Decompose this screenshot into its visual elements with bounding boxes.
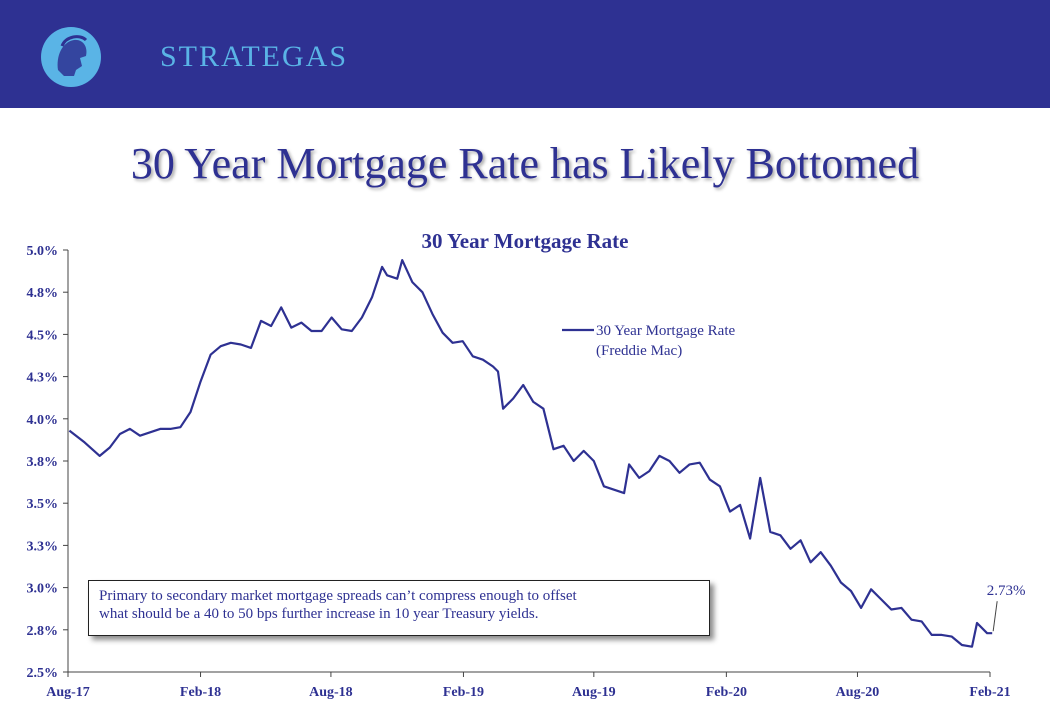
y-tick-label: 2.5% (27, 666, 59, 681)
x-tick-label: Aug-20 (836, 685, 880, 700)
annotation-last-value: 2.73% (987, 583, 1026, 599)
brand-name: STRATEGAS (160, 40, 349, 73)
chart-title: 30 Year Mortgage Rate (421, 229, 629, 253)
y-tick-label: 3.3% (27, 539, 59, 554)
y-tick-label: 3.5% (27, 497, 59, 512)
x-tick-label: Aug-18 (309, 685, 353, 700)
series-line-30yr-mortgage (68, 259, 993, 648)
x-tick-label: Feb-20 (706, 685, 747, 700)
x-tick-label: Feb-18 (180, 685, 221, 700)
y-tick-label: 4.3% (27, 371, 59, 386)
x-tick-label: Feb-21 (969, 685, 1010, 700)
y-tick-label: 3.8% (27, 455, 59, 470)
x-tick-label: Aug-19 (572, 685, 616, 700)
y-tick-label: 2.8% (27, 624, 59, 639)
page-headline: 30 Year Mortgage Rate has Likely Bottome… (130, 139, 920, 188)
annotation-leader-line (992, 601, 998, 632)
note-line-1: Primary to secondary market mortgage spr… (99, 588, 577, 604)
commentary-note-box: Primary to secondary market mortgage spr… (88, 580, 710, 636)
y-tick-label: 4.0% (27, 413, 59, 428)
note-line-2: what should be a 40 to 50 bps further in… (99, 606, 539, 622)
y-tick-label: 4.8% (27, 286, 59, 301)
legend-label: 30 Year Mortgage Rate (596, 323, 735, 339)
y-tick-label: 3.0% (27, 582, 59, 597)
y-tick-label: 5.0% (27, 244, 59, 259)
y-tick-label: 4.5% (27, 328, 59, 343)
x-tick-label: Feb-19 (443, 685, 484, 700)
x-tick-label: Aug-17 (46, 685, 90, 700)
header-banner: STRATEGAS (0, 0, 1050, 108)
spartan-helmet-logo-icon (41, 27, 101, 87)
legend-label: (Freddie Mac) (596, 343, 682, 359)
